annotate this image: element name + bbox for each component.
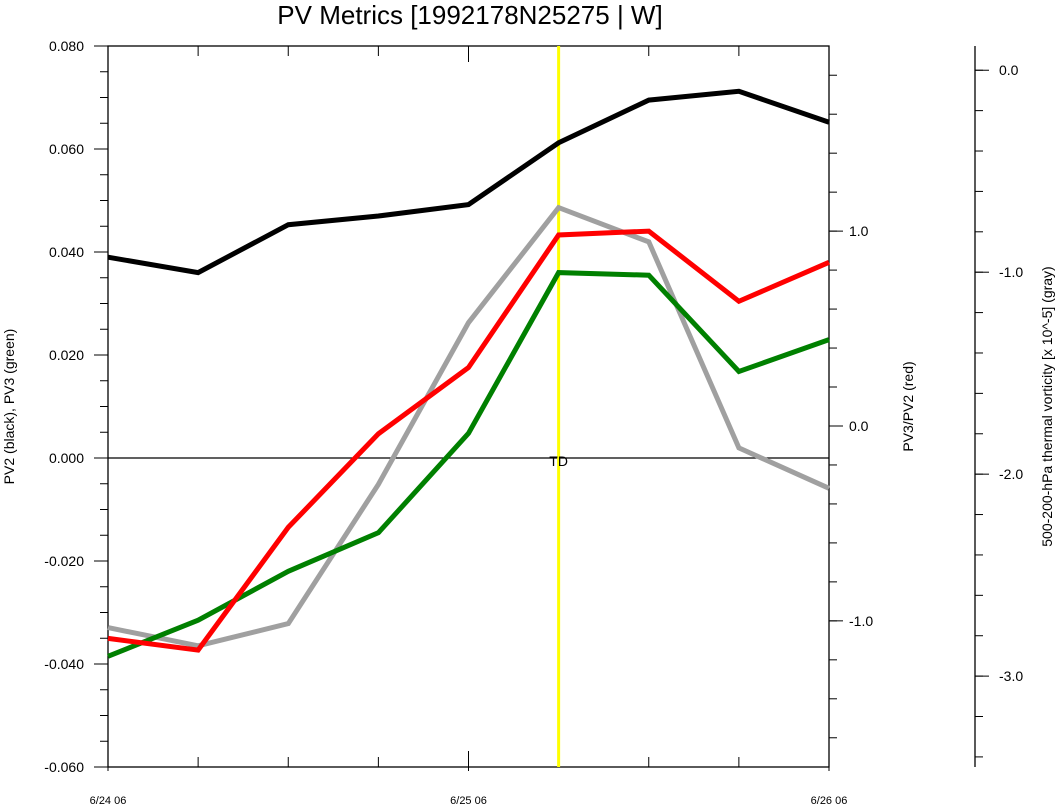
right-tick-label: -1.0	[849, 613, 873, 629]
right-axis: -1.0 0.0 1.0	[829, 74, 873, 739]
left-tick-label: 0.040	[49, 244, 84, 260]
far-tick-label: 0.0	[999, 62, 1019, 78]
left-tick-label: -0.060	[44, 759, 84, 775]
chart-title: PV Metrics [1992178N25275 | W]	[277, 0, 662, 30]
x-axis: 6/24 06 6/25 06 6/26 06	[90, 46, 848, 805]
left-tick-label: 0.020	[49, 347, 84, 363]
td-annotation: TD	[549, 453, 568, 469]
series-group	[107, 46, 831, 767]
left-tick-label: 0.060	[49, 141, 84, 157]
far-right-axis: -3.0 -2.0 -1.0 0.0	[974, 46, 1023, 767]
left-tick-label: 0.080	[49, 38, 84, 54]
far-right-axis-label: 500-200-hPa thermal vorticity [x 10^-5] …	[1039, 266, 1055, 546]
x-tick-label: 6/24 06	[90, 795, 127, 805]
right-axis-label: PV3/PV2 (red)	[900, 361, 916, 451]
series-line	[107, 228, 830, 653]
left-axis: -0.060 -0.040 -0.020 0.000 0.020 0.040 0.060 0.…	[44, 38, 108, 775]
left-tick-label: -0.040	[44, 656, 84, 672]
series-line	[107, 204, 831, 649]
x-tick-label: 6/25 06	[450, 795, 487, 805]
left-tick-label: -0.020	[44, 553, 84, 569]
annotations: TD	[549, 453, 568, 469]
far-tick-label: -3.0	[999, 668, 1023, 684]
right-tick-label: 0.0	[849, 418, 869, 434]
series-line	[107, 88, 830, 276]
left-axis-label: PV2 (black), PV3 (green)	[1, 329, 17, 485]
far-tick-label: -1.0	[999, 264, 1023, 280]
x-tick-label: 6/26 06	[811, 795, 848, 805]
far-tick-label: -2.0	[999, 466, 1023, 482]
right-tick-label: 1.0	[849, 223, 869, 239]
left-tick-label: 0.000	[49, 450, 84, 466]
series-line	[107, 270, 830, 659]
